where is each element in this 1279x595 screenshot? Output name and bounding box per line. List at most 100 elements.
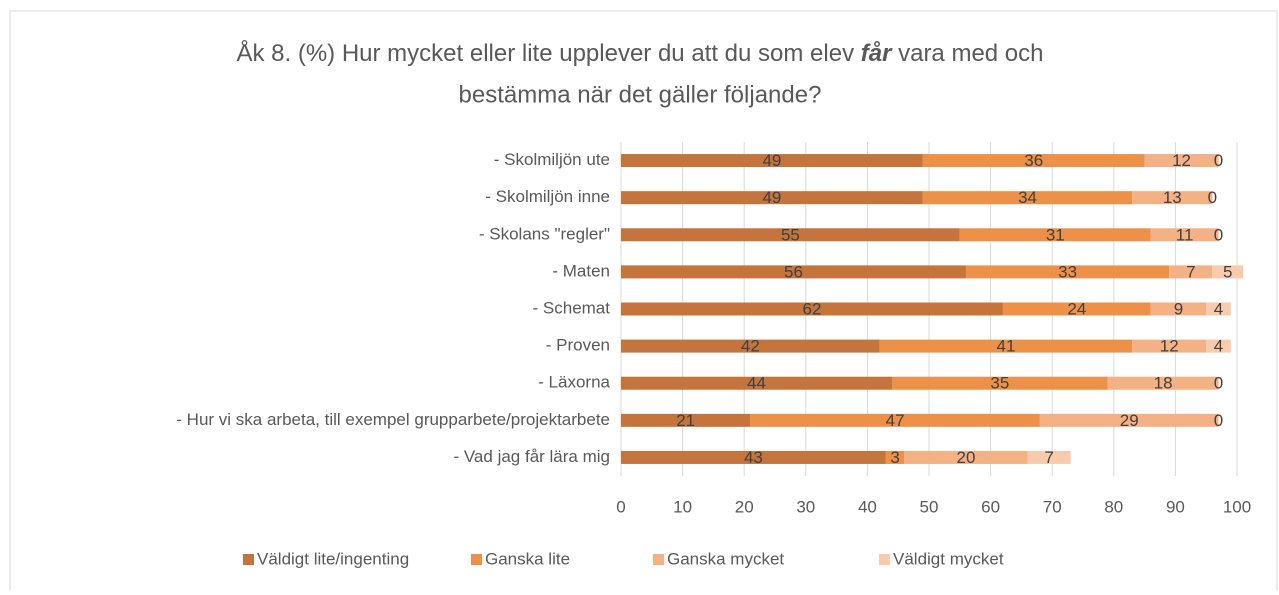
value-label: 4 [1214,299,1223,318]
value-label: 0 [1214,151,1223,170]
bar-segment [1206,339,1231,353]
legend-swatch [653,554,664,565]
x-tick-label: 100 [1223,497,1251,516]
bar-segment [965,265,1170,279]
bar-segment [1132,191,1213,205]
y-tick-label: - Proven [546,336,610,355]
value-label: 12 [1160,337,1179,356]
value-label: 20 [956,448,975,467]
value-label: 35 [990,374,1009,393]
value-label: 33 [1058,262,1077,281]
bar-segment [621,154,923,168]
value-label: 34 [1018,188,1037,207]
value-label: 5 [1223,262,1232,281]
title-part: vara med och [891,40,1043,67]
bar-segment [879,339,1133,353]
value-label: 7 [1186,262,1195,281]
x-tick-label: 0 [616,497,625,516]
x-tick-label: 90 [1166,497,1185,516]
bar-segment [892,376,1108,390]
bar-segment [1144,154,1219,168]
value-label: 0 [1214,374,1223,393]
x-tick-label: 30 [796,497,815,516]
bar-segment [1027,450,1071,464]
y-tick-label: - Skolans "regler" [479,224,610,243]
bar-segment [1107,376,1219,390]
bar-segment [1150,302,1207,316]
x-tick-label: 50 [920,497,939,516]
chart-title: bestämma när det gäller följande? [459,81,822,108]
bar-segment [621,228,960,242]
value-label: 11 [1176,225,1194,244]
y-tick-label: - Schemat [533,298,611,317]
bar-segment [1169,265,1213,279]
title-part: får [861,40,893,67]
bar-segment [621,191,923,205]
bar-segment [904,450,1028,464]
value-label: 4 [1214,337,1223,356]
value-label: 3 [890,448,899,467]
legend-label: Ganska lite [485,549,570,568]
y-tick-label: - Skolmiljön ute [494,150,610,169]
value-label: 13 [1163,188,1182,207]
value-label: 49 [762,151,781,170]
bar-segment [1150,228,1219,242]
bar-segment [621,413,751,427]
value-label: 21 [676,411,695,430]
bar-segment [885,450,905,464]
legend-label: Ganska mycket [667,549,784,568]
value-label: 56 [784,262,803,281]
bar-segment [1132,339,1207,353]
value-label: 47 [886,411,905,430]
bar-segment [1002,302,1151,316]
bar-segment [621,302,1003,316]
x-tick-label: 10 [673,497,692,516]
bar-segment [922,154,1145,168]
value-label: 49 [762,188,781,207]
title-part: Åk 8. (%) Hur mycket eller lite upplever… [236,39,860,67]
x-tick-label: 80 [1104,497,1123,516]
value-label: 55 [781,225,800,244]
bar-segment [922,191,1133,205]
chart-title: Åk 8. (%) Hur mycket eller lite upplever… [236,39,1043,67]
legend-label: Väldigt mycket [893,549,1004,568]
value-label: 41 [997,337,1016,356]
bar-segment [1039,413,1219,427]
bar-segment [621,450,886,464]
value-label: 0 [1214,411,1223,430]
value-label: 29 [1120,411,1139,430]
legend-swatch [879,554,890,565]
value-label: 36 [1024,151,1043,170]
value-label: 24 [1067,299,1086,318]
bar-segment [621,376,893,390]
y-tick-label: - Läxorna [538,373,610,392]
value-label: 0 [1208,188,1217,207]
legend-swatch [243,554,254,565]
y-tick-label: - Maten [552,261,610,280]
bar-segment [959,228,1151,242]
bar-segment [1212,265,1244,279]
value-label: 0 [1214,225,1223,244]
legend-swatch [471,554,482,565]
value-label: 42 [741,337,760,356]
value-label: 31 [1046,225,1065,244]
y-tick-label: - Skolmiljön inne [485,187,610,206]
legend-label: Väldigt lite/ingenting [257,549,409,568]
value-label: 62 [802,299,821,318]
x-tick-label: 20 [735,497,754,516]
chart-frame [9,10,1278,595]
bar-segment [621,339,880,353]
bar-segment [621,265,966,279]
value-label: 7 [1044,448,1053,467]
bar-segment [1206,302,1231,316]
value-label: 9 [1174,299,1183,318]
value-label: 12 [1172,151,1191,170]
value-label: 18 [1154,374,1173,393]
y-tick-label: - Vad jag får lära mig [453,447,610,466]
value-label: 44 [747,374,766,393]
y-tick-label: - Hur vi ska arbeta, till exempel gruppa… [176,410,610,429]
value-label: 43 [744,448,763,467]
x-tick-label: 60 [981,497,1000,516]
bar-segment [750,413,1040,427]
